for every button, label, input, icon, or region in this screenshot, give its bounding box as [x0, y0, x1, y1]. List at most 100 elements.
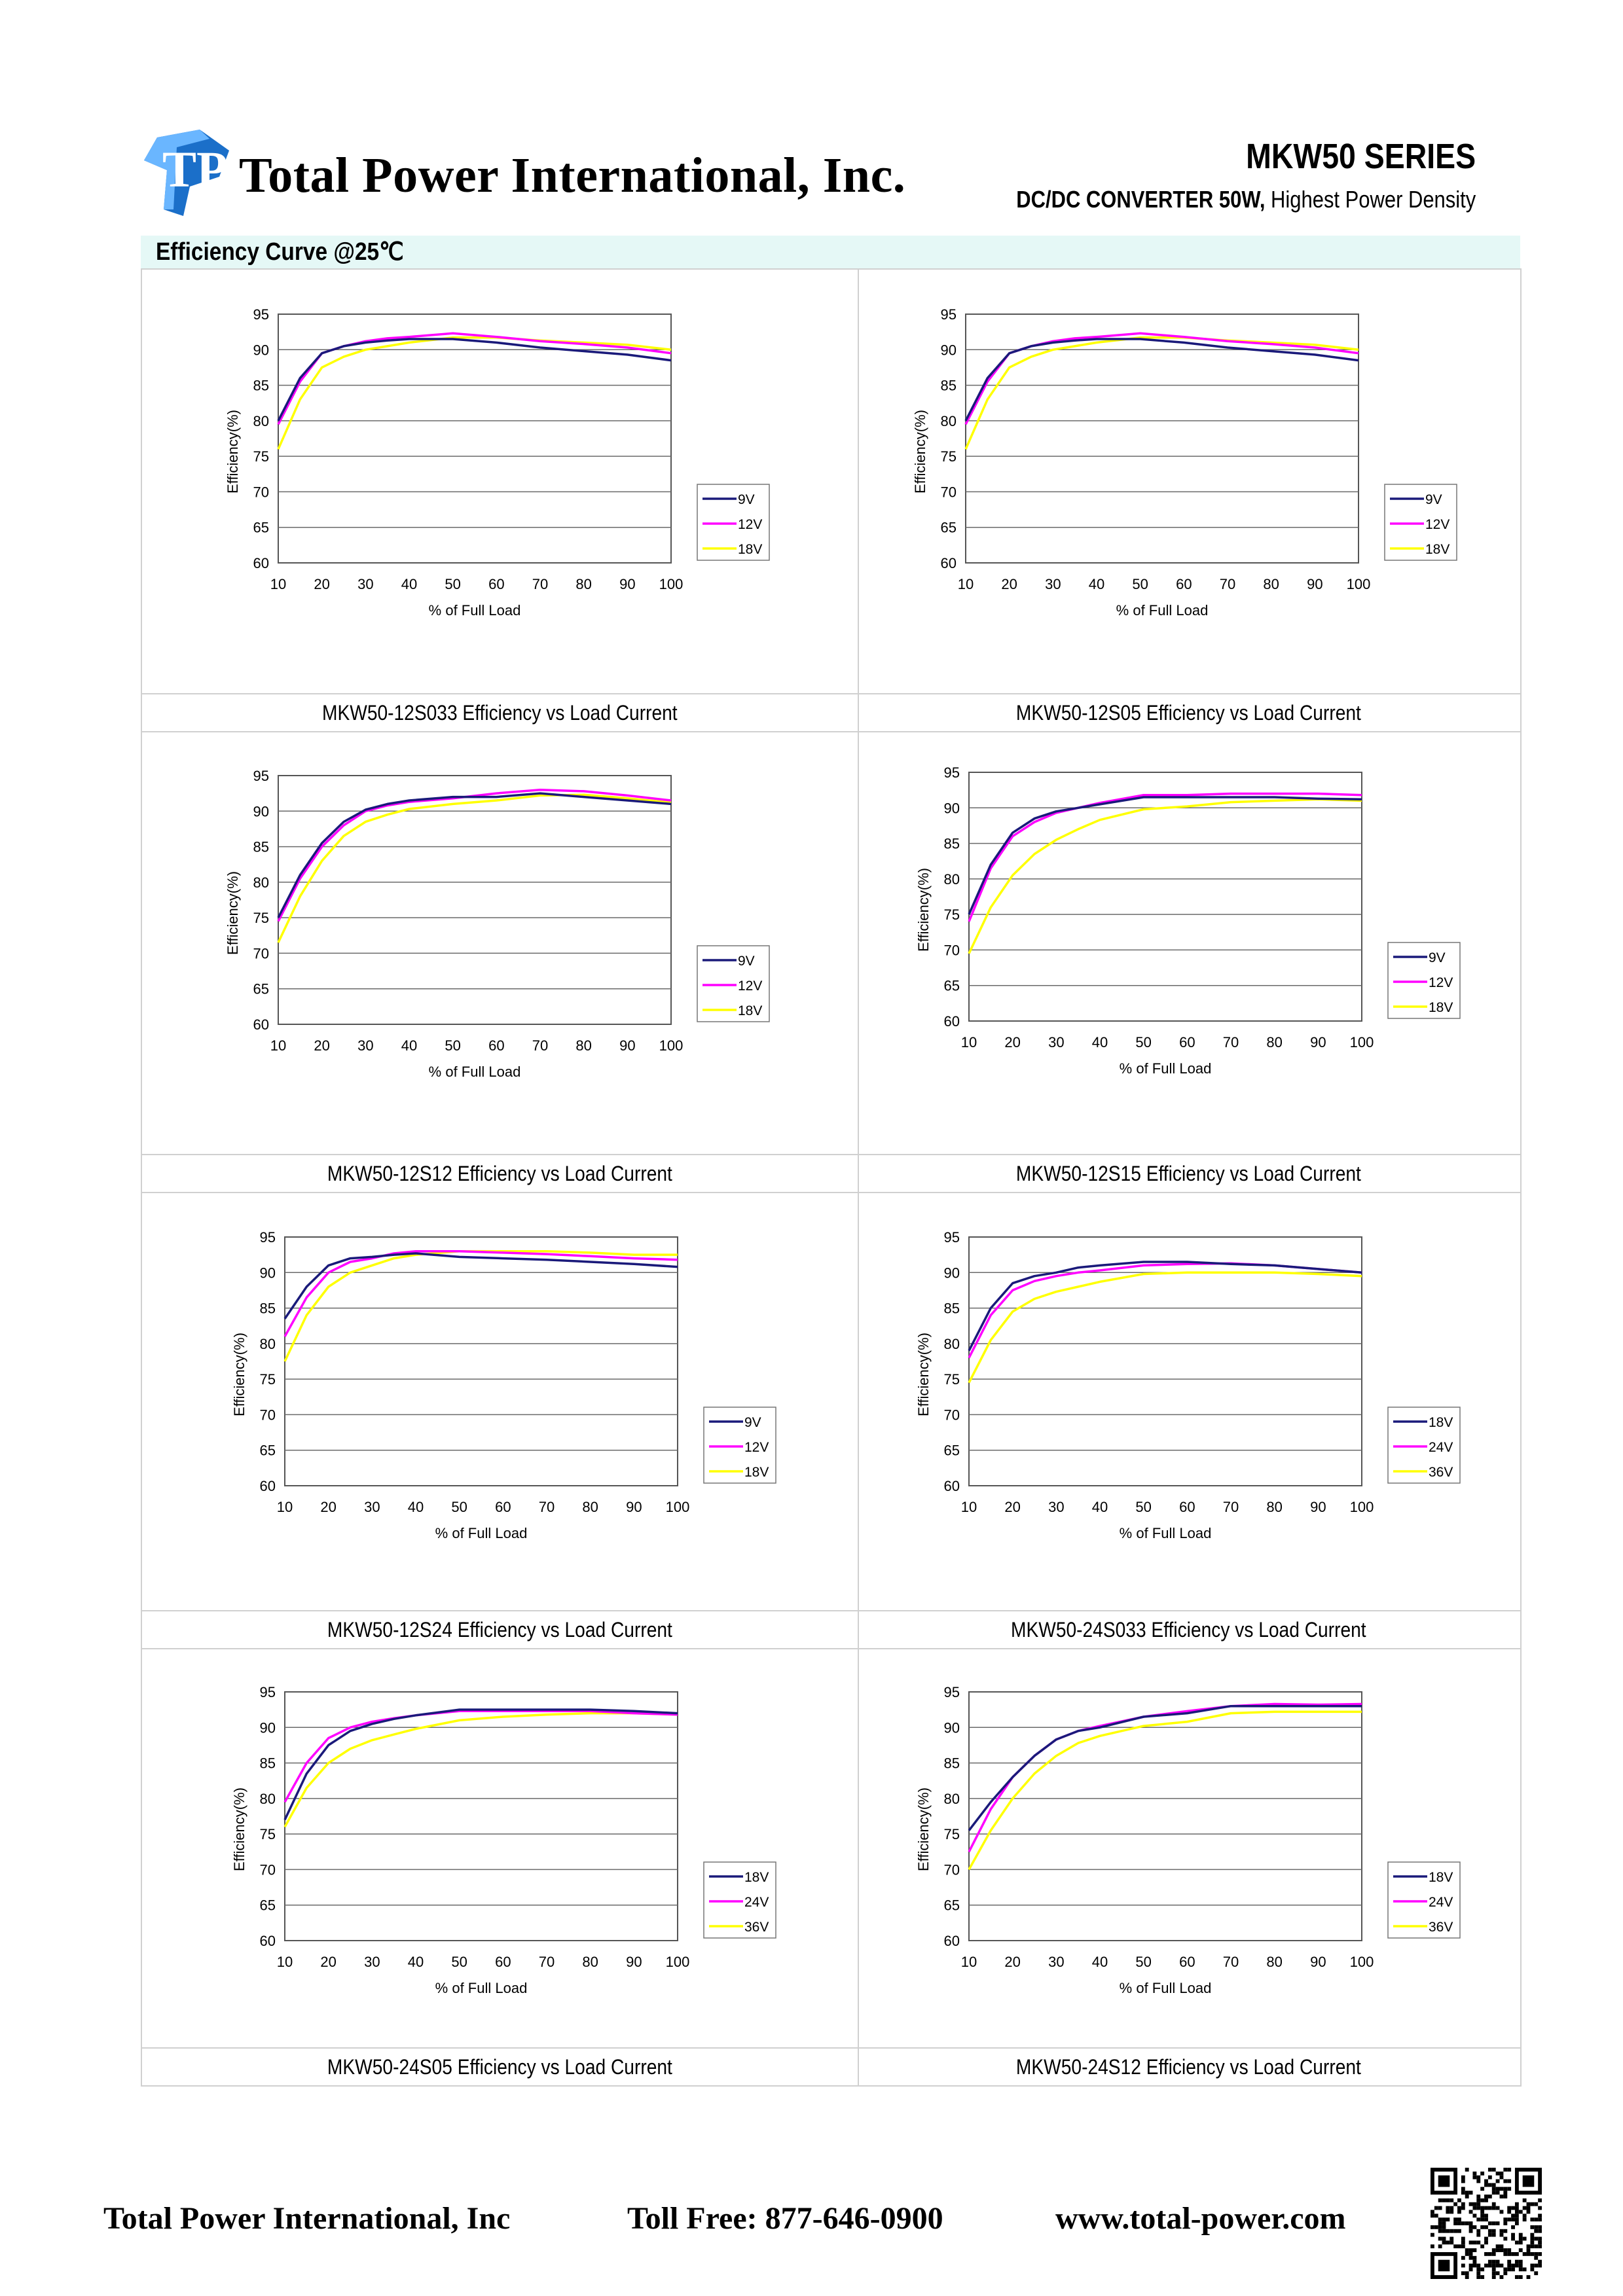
subtitle-rest: Highest Power Density: [1265, 186, 1476, 213]
legend-label: 24V: [1429, 1440, 1453, 1455]
x-tick-label: 80: [1266, 1499, 1282, 1515]
y-axis-label: Efficiency(%): [915, 868, 932, 952]
x-tick-label: 70: [532, 1037, 548, 1054]
x-tick-label: 10: [270, 1037, 286, 1054]
x-tick-label: 60: [495, 1499, 511, 1515]
x-tick-label: 30: [364, 1954, 380, 1970]
x-tick-label: 20: [314, 1037, 329, 1054]
x-tick-label: 90: [619, 1037, 635, 1054]
chart-caption: MKW50-12S033 Efficiency vs Load Current: [321, 701, 678, 725]
x-tick-label: 80: [582, 1499, 598, 1515]
x-tick-label: 10: [958, 576, 974, 592]
x-tick-label: 40: [1092, 1954, 1108, 1970]
x-tick-label: 30: [1048, 1499, 1064, 1515]
x-axis-label: % of Full Load: [1120, 1060, 1212, 1077]
x-tick-label: 10: [961, 1499, 977, 1515]
x-tick-label: 80: [1266, 1034, 1282, 1050]
y-tick-label: 60: [944, 1933, 960, 1949]
y-tick-label: 95: [941, 306, 957, 323]
y-tick-label: 70: [944, 1861, 960, 1878]
y-tick-label: 95: [253, 768, 269, 784]
series-line-9V: [964, 338, 1359, 422]
y-tick-label: 70: [260, 1861, 276, 1878]
x-tick-label: 30: [1045, 576, 1061, 592]
y-axis-label: Efficiency(%): [231, 1787, 247, 1871]
y-tick-label: 90: [944, 1719, 960, 1736]
y-tick-label: 80: [260, 1336, 276, 1352]
x-tick-label: 20: [314, 576, 329, 592]
y-tick-label: 75: [944, 1371, 960, 1388]
chart-caption: MKW50-24S05 Efficiency vs Load Current: [327, 2055, 672, 2079]
series-line-12V: [277, 788, 672, 922]
series-line-9V: [277, 338, 672, 422]
x-tick-label: 90: [1310, 1954, 1326, 1970]
company-logo: TP: [144, 130, 229, 216]
x-tick-label: 60: [488, 1037, 504, 1054]
x-axis-label: % of Full Load: [435, 1980, 528, 1996]
chart-caption: MKW50-12S15 Efficiency vs Load Current: [1015, 1162, 1361, 1185]
series-line-9V: [968, 796, 1362, 915]
y-tick-label: 85: [260, 1755, 276, 1772]
qr-code-icon[interactable]: [1431, 2168, 1542, 2279]
y-axis-label: Efficiency(%): [225, 871, 241, 955]
x-tick-label: 100: [1350, 1499, 1374, 1515]
y-tick-label: 75: [941, 448, 957, 465]
x-tick-label: 90: [1307, 576, 1322, 592]
x-tick-label: 30: [364, 1499, 380, 1515]
series-line-18V: [964, 336, 1359, 450]
x-tick-label: 80: [1266, 1954, 1282, 1970]
legend-label: 12V: [738, 517, 762, 532]
y-tick-label: 90: [941, 342, 957, 358]
legend-label: 24V: [744, 1895, 769, 1910]
grid-divider: [141, 1610, 1520, 1611]
x-tick-label: 90: [1310, 1034, 1326, 1050]
y-tick-label: 70: [941, 484, 957, 500]
chart-grid-frame: [141, 268, 1522, 2087]
y-axis-label: Efficiency(%): [915, 1787, 932, 1871]
x-axis-label: % of Full Load: [1120, 1525, 1212, 1541]
plot-area: [968, 1236, 1362, 1486]
y-tick-label: 60: [260, 1933, 276, 1949]
x-tick-label: 10: [270, 576, 286, 592]
series-line-36V: [968, 1271, 1362, 1384]
x-axis-label: % of Full Load: [435, 1525, 528, 1541]
legend-label: 9V: [738, 954, 755, 969]
x-tick-label: 80: [1263, 576, 1279, 592]
x-tick-label: 50: [1132, 576, 1148, 592]
x-tick-label: 70: [539, 1499, 555, 1515]
x-tick-label: 100: [659, 1037, 684, 1054]
x-tick-label: 90: [619, 576, 635, 592]
x-tick-label: 20: [1004, 1034, 1020, 1050]
y-tick-label: 80: [944, 871, 960, 888]
legend-label: 12V: [738, 978, 762, 994]
x-tick-label: 100: [666, 1499, 690, 1515]
x-tick-label: 20: [1004, 1499, 1020, 1515]
legend-label: 18V: [744, 1465, 769, 1480]
y-tick-label: 85: [253, 839, 269, 855]
footer-phone[interactable]: Toll Free: 877-646-0900: [627, 2201, 943, 2236]
x-tick-label: 60: [1179, 1954, 1195, 1970]
legend-label: 36V: [1429, 1920, 1453, 1935]
series-line-18V: [968, 1261, 1362, 1352]
y-tick-label: 70: [944, 1407, 960, 1423]
y-tick-label: 65: [944, 1443, 960, 1459]
y-tick-label: 65: [260, 1443, 276, 1459]
x-tick-label: 40: [401, 1037, 417, 1054]
x-tick-label: 10: [277, 1954, 293, 1970]
x-tick-label: 10: [961, 1954, 977, 1970]
y-tick-label: 80: [941, 413, 957, 429]
legend-label: 12V: [744, 1440, 769, 1455]
plot-area: [968, 1691, 1362, 1941]
x-tick-label: 60: [1176, 576, 1192, 592]
footer-company: Total Power International, Inc: [103, 2201, 511, 2236]
y-tick-label: 95: [944, 764, 960, 781]
y-tick-label: 75: [944, 1826, 960, 1842]
x-tick-label: 30: [1048, 1034, 1064, 1050]
series-line-18V: [277, 336, 672, 450]
footer-website[interactable]: www.total-power.com: [1055, 2201, 1346, 2236]
x-tick-label: 50: [1135, 1034, 1151, 1050]
x-tick-label: 40: [1092, 1499, 1108, 1515]
